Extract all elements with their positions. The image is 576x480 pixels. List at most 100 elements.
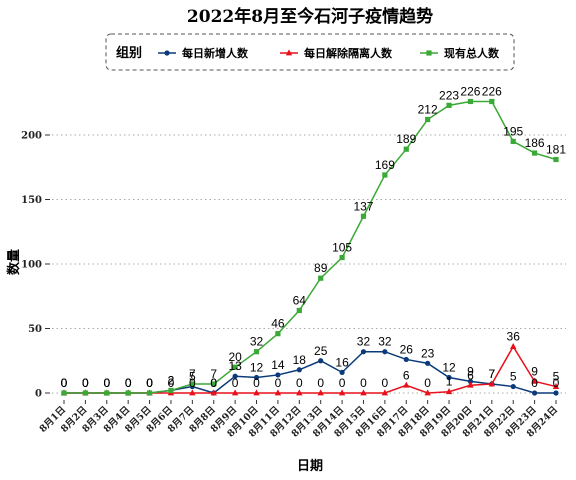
data-label: 226 <box>460 84 480 98</box>
data-label: 7 <box>488 367 495 381</box>
data-point <box>296 367 302 373</box>
data-point <box>446 374 452 381</box>
data-label: 0 <box>189 376 196 390</box>
data-point <box>425 116 431 123</box>
data-point <box>253 349 260 355</box>
data-point <box>510 342 517 349</box>
data-label: 0 <box>531 376 538 390</box>
data-point <box>211 381 217 387</box>
data-label: 2 <box>168 373 175 387</box>
data-label: 32 <box>250 335 264 349</box>
data-label: 0 <box>210 376 217 390</box>
data-point <box>467 98 474 105</box>
data-point <box>82 390 88 396</box>
data-point <box>231 389 239 396</box>
data-label: 0 <box>61 376 68 390</box>
data-point <box>125 390 131 396</box>
series-line <box>64 345 557 394</box>
y-tick-label: 200 <box>21 131 42 142</box>
data-point <box>532 390 538 396</box>
data-label: 0 <box>103 376 110 390</box>
data-point <box>467 378 474 384</box>
y-axis-title: 数量 <box>6 249 22 275</box>
data-point <box>253 374 260 381</box>
data-label: 5 <box>189 370 196 384</box>
data-label: 32 <box>357 335 371 349</box>
data-label: 181 <box>546 143 566 157</box>
data-label: 64 <box>293 293 307 307</box>
data-label: 46 <box>271 317 285 331</box>
data-point <box>339 254 345 261</box>
data-label: 186 <box>525 136 545 150</box>
legend: 组别 每日新增人数 每日解除隔离人数 现有总人数 <box>105 33 515 71</box>
legend-label: 每日新增人数 <box>182 46 249 60</box>
y-tick-label: 150 <box>21 195 42 206</box>
data-point <box>146 390 153 396</box>
data-label: 18 <box>293 353 307 367</box>
data-point <box>382 349 388 355</box>
data-label: 12 <box>250 361 264 375</box>
data-label: 0 <box>125 376 132 390</box>
data-point <box>403 356 409 363</box>
data-point <box>168 387 174 394</box>
legend-title: 组别 <box>116 45 142 61</box>
legend-swatch-marker <box>164 50 170 56</box>
data-label: 26 <box>400 342 414 356</box>
data-point <box>296 389 303 396</box>
data-label: 1 <box>446 375 453 389</box>
data-label: 0 <box>103 376 110 390</box>
series-line <box>64 100 557 394</box>
data-label: 89 <box>314 261 328 275</box>
data-label: 0 <box>125 376 132 390</box>
legend-label: 现有总人数 <box>444 46 500 60</box>
data-label: 32 <box>378 335 392 349</box>
data-point <box>488 380 496 387</box>
data-label: 9 <box>531 364 538 378</box>
data-label: 0 <box>168 376 175 390</box>
data-point <box>274 389 282 396</box>
data-point <box>510 383 516 390</box>
legend-label: 每日解除隔离人数 <box>304 46 393 60</box>
data-label: 0 <box>296 376 303 390</box>
data-label: 0 <box>339 376 346 390</box>
data-label: 0 <box>103 376 110 390</box>
data-point <box>61 390 67 396</box>
data-label: 7 <box>210 367 217 381</box>
data-label: 0 <box>275 376 282 390</box>
data-label: 0 <box>82 376 89 390</box>
y-tick-label: 100 <box>21 260 42 271</box>
data-label: 169 <box>375 158 395 172</box>
data-label: 137 <box>353 199 373 213</box>
data-point <box>232 364 238 370</box>
data-point <box>360 389 367 396</box>
data-label: 0 <box>61 376 68 390</box>
data-point <box>445 388 453 395</box>
data-label: 0 <box>232 376 239 390</box>
data-point <box>253 389 260 396</box>
data-label: 0 <box>146 376 153 390</box>
data-point <box>425 360 431 366</box>
data-label: 23 <box>421 346 435 360</box>
data-point <box>360 349 367 355</box>
data-point <box>489 98 495 105</box>
data-point <box>446 102 452 108</box>
legend-item: 现有总人数 <box>420 46 500 60</box>
data-point <box>296 307 302 314</box>
series-layer <box>60 98 560 396</box>
y-tick-label: 50 <box>28 324 42 335</box>
y-tick-label: 0 <box>35 389 42 400</box>
legend-item: 每日新增人数 <box>158 46 249 60</box>
data-point <box>532 150 538 156</box>
data-point <box>531 377 538 384</box>
data-point <box>424 389 431 396</box>
data-label: 13 <box>228 359 242 373</box>
data-point <box>552 382 560 389</box>
legend-box <box>105 33 515 71</box>
data-point <box>553 156 559 163</box>
data-label: 0 <box>317 376 324 390</box>
data-label: 14 <box>271 358 285 372</box>
data-label: 6 <box>403 368 410 382</box>
data-label: 0 <box>210 376 217 390</box>
data-label: 25 <box>314 344 328 358</box>
